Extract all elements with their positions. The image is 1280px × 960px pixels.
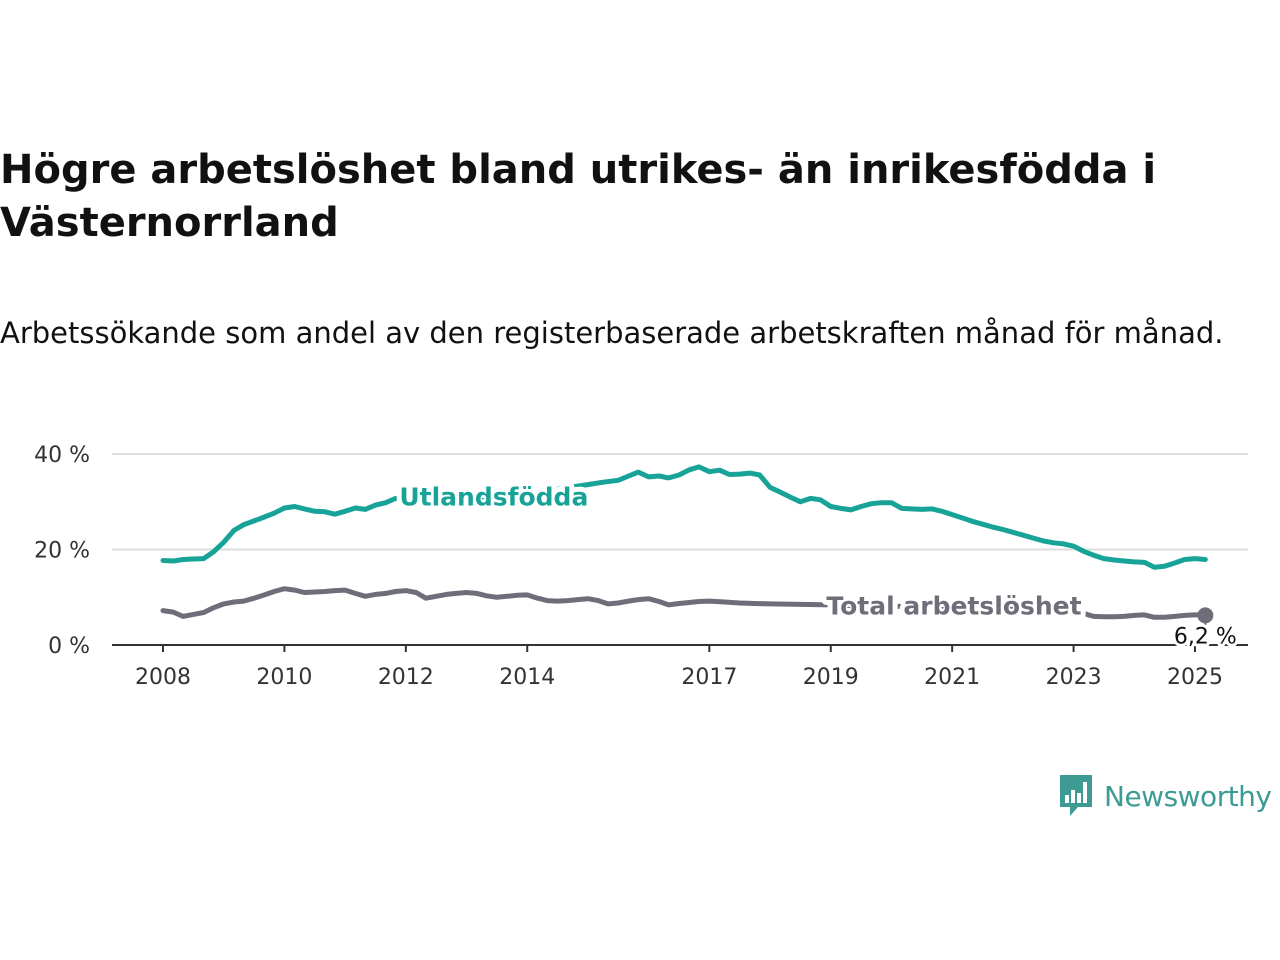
chart-title: Högre arbetslöshet bland utrikes- än inr… bbox=[0, 147, 1157, 246]
x-tick-label: 2023 bbox=[1046, 665, 1102, 690]
end-point-marker bbox=[1197, 607, 1214, 624]
series-labels: Utlandsfödda Total arbetslöshet bbox=[394, 478, 1086, 626]
total-arbetsloshet-label: Total arbetslöshet bbox=[826, 591, 1081, 620]
x-tick-label: 2012 bbox=[378, 665, 434, 690]
series-lines bbox=[160, 464, 1208, 620]
y-axis: 0 % 20 % 40 % bbox=[34, 443, 90, 659]
newsworthy-logo: Newsworthy bbox=[1058, 773, 1272, 819]
y-tick-label: 0 % bbox=[48, 634, 90, 659]
total-arbetsloshet-line bbox=[160, 586, 1208, 620]
chart-subtitle: Arbetssökande som andel av den registerb… bbox=[0, 316, 1224, 350]
end-point-annotation: 6,2 % bbox=[1171, 607, 1240, 652]
x-tick-label: 2019 bbox=[803, 665, 859, 690]
x-tick-label: 2017 bbox=[681, 665, 737, 690]
y-tick-label: 40 % bbox=[34, 443, 90, 468]
utlandsfodda-label: Utlandsfödda bbox=[399, 483, 588, 512]
x-tick-label: 2021 bbox=[924, 665, 980, 690]
bar-chart-speech-bubble-icon bbox=[1060, 775, 1092, 816]
utlandsfodda-line bbox=[160, 464, 1208, 570]
x-tick-label: 2008 bbox=[135, 665, 191, 690]
x-tick-label: 2010 bbox=[256, 665, 312, 690]
y-tick-label: 20 % bbox=[34, 539, 90, 564]
grid-lines bbox=[112, 453, 1248, 551]
end-point-label: 6,2 % bbox=[1174, 624, 1237, 649]
x-axis: 2008 2010 2012 2014 2017 2019 2021 2023 2025 bbox=[112, 644, 1248, 690]
x-tick-label: 2014 bbox=[499, 665, 555, 690]
brand-name: Newsworthy bbox=[1104, 779, 1272, 813]
x-tick-label: 2025 bbox=[1167, 665, 1223, 690]
